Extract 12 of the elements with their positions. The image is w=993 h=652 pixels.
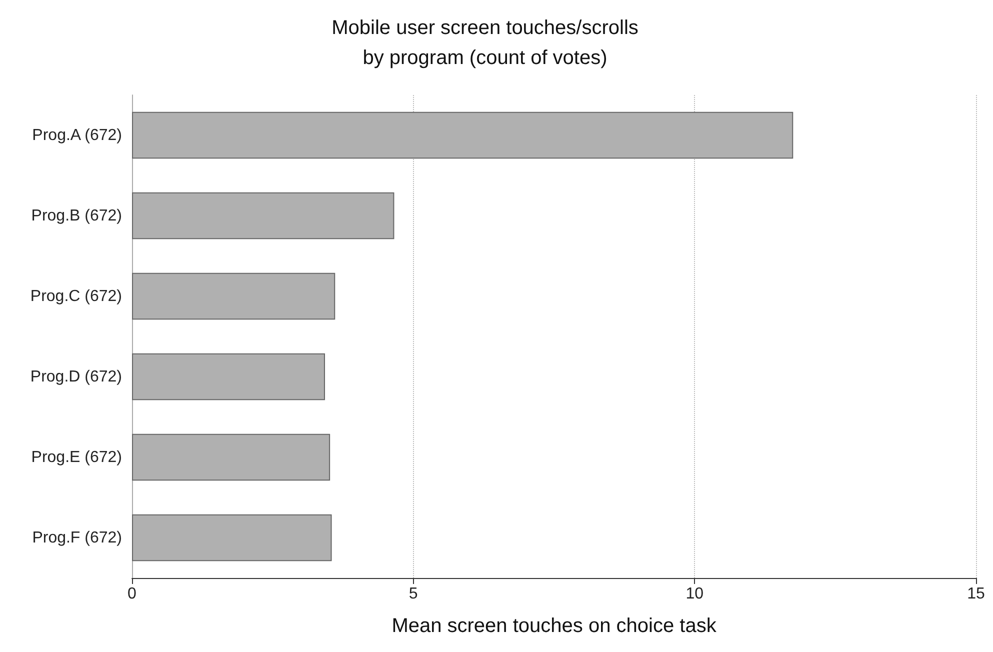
chart-title: Mobile user screen touches/scrolls by program (count of votes)	[332, 17, 638, 69]
x-axis-title: Mean screen touches on choice task	[392, 615, 718, 637]
y-tick-label: Prog.D (672)	[30, 368, 122, 386]
y-tick-label: Prog.B (672)	[31, 207, 122, 224]
y-tick-label: Prog.F (672)	[32, 529, 122, 546]
x-tick-label: 15	[967, 586, 985, 602]
y-tick-label: Prog.C (672)	[30, 288, 122, 305]
x-tick-label: 5	[408, 586, 418, 602]
y-tick-label: Prog.E (672)	[31, 448, 122, 466]
x-tick-label: 10	[686, 586, 704, 602]
y-tick-label: Prog.A (672)	[32, 126, 122, 144]
x-tick-label: 0	[128, 586, 137, 602]
